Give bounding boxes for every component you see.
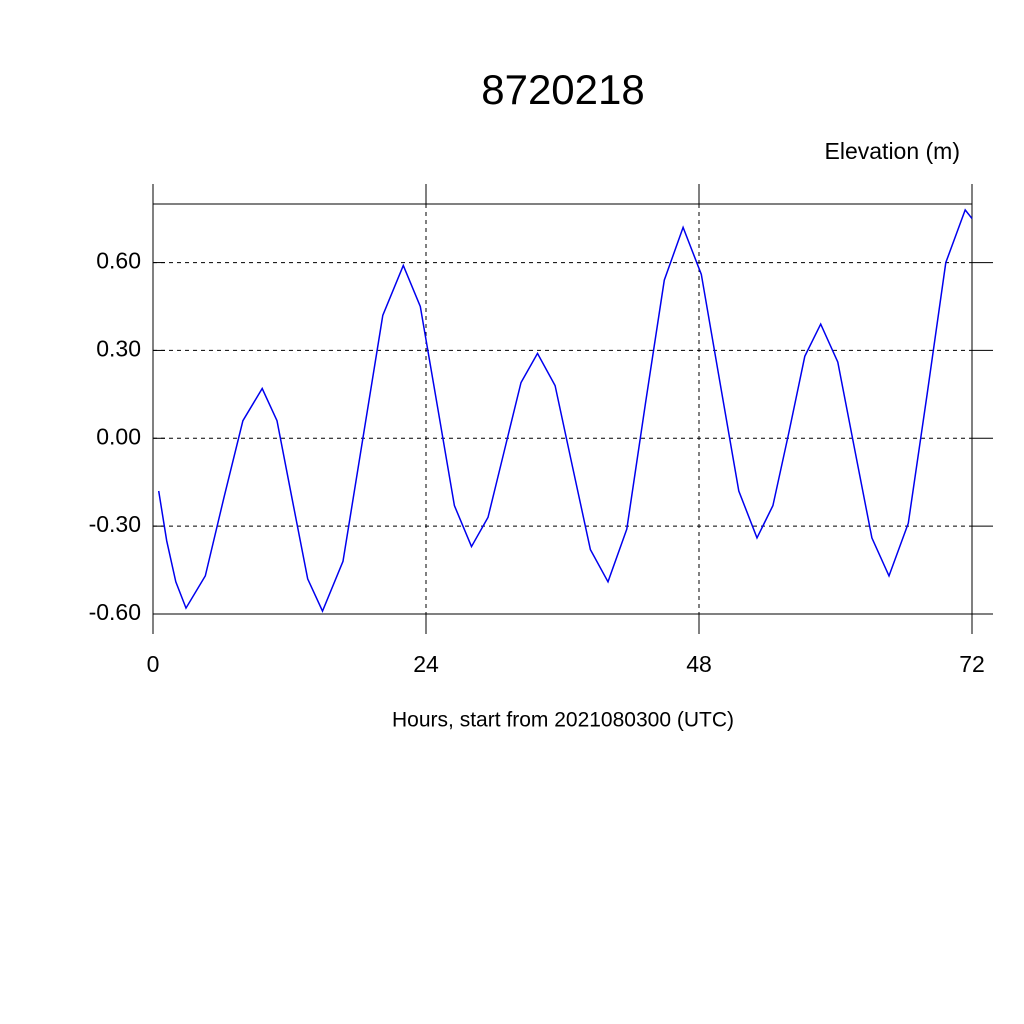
y-tick-label: -0.60 (89, 599, 141, 625)
y-tick-label: 0.30 (96, 336, 141, 362)
x-axis-label: Hours, start from 2021080300 (UTC) (392, 709, 734, 732)
x-tick-label: 0 (147, 651, 160, 677)
data-line (157, 208, 973, 613)
y-tick-label: -0.30 (89, 511, 141, 537)
x-tick-label: 24 (413, 651, 439, 677)
y-tick-label: 0.00 (96, 423, 141, 449)
chart-title: 8720218 (481, 66, 645, 113)
x-tick-label: 48 (686, 651, 712, 677)
y-tick-label: 0.60 (96, 248, 141, 274)
y-axis-label: Elevation (m) (825, 138, 960, 164)
plot-frame (152, 203, 973, 615)
x-tick-label: 72 (959, 651, 985, 677)
